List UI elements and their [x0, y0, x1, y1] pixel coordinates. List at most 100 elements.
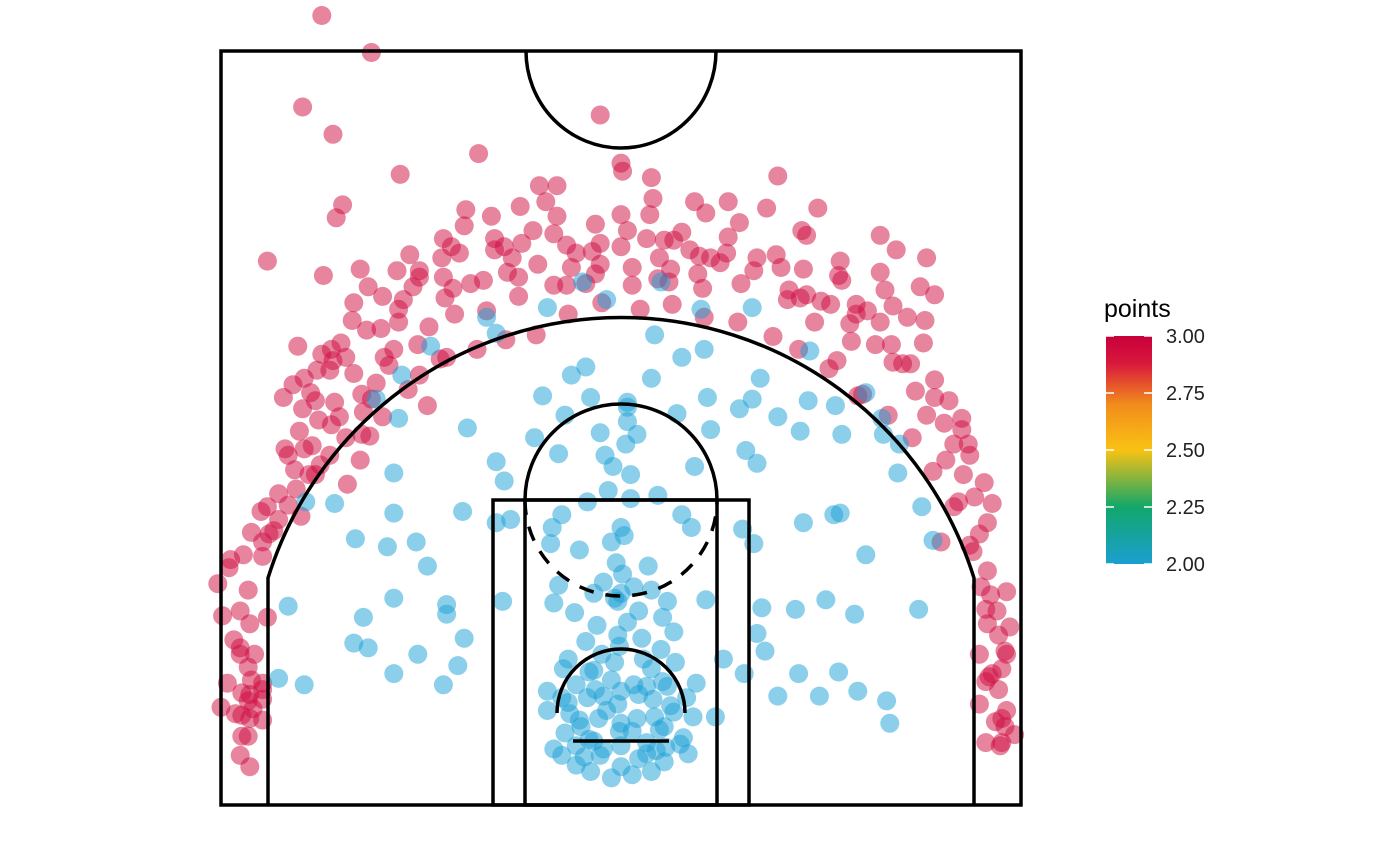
three-point-shot-229: [701, 248, 721, 268]
two-point-shot-122: [577, 492, 597, 512]
three-point-shot-269: [976, 599, 996, 619]
two-point-shot-29: [457, 418, 477, 438]
two-point-shot-88: [653, 607, 673, 627]
three-point-shot-19: [257, 251, 277, 271]
two-point-shot-21: [856, 383, 876, 403]
two-point-shot-86: [565, 603, 585, 623]
three-point-shot-114: [219, 558, 239, 578]
two-point-shot-92: [344, 633, 364, 653]
two-point-shot-205: [601, 532, 621, 552]
three-point-shot-58: [731, 274, 751, 294]
two-point-shot-66: [793, 513, 813, 533]
three-point-shot-273: [757, 198, 777, 218]
three-point-shot-50: [445, 304, 465, 324]
two-point-shot-211: [553, 659, 573, 679]
three-point-shot-106: [373, 407, 393, 427]
three-point-shot-5: [469, 144, 489, 164]
three-point-shot-187: [622, 258, 642, 277]
three-point-shot-180: [821, 294, 841, 314]
two-point-shot-192: [611, 713, 631, 733]
two-point-shot-34: [525, 428, 545, 448]
three-point-shot-236: [883, 352, 903, 372]
three-point-shot-289: [294, 368, 314, 388]
three-point-shot-178: [841, 331, 861, 351]
three-point-shot-62: [288, 336, 308, 356]
three-point-shot-190: [523, 221, 543, 241]
three-point-shot-52: [509, 286, 529, 306]
three-point-shot-261: [870, 225, 890, 245]
three-point-shot-287: [409, 261, 429, 281]
three-point-shot-76: [728, 312, 748, 332]
two-point-shot-150: [537, 701, 557, 720]
two-point-shot-16: [561, 365, 581, 385]
two-point-shot-200: [574, 747, 594, 767]
two-point-shot-109: [880, 713, 900, 733]
two-point-shot-136: [609, 636, 629, 656]
two-point-shot-114: [533, 386, 553, 406]
two-point-shot-24: [798, 391, 818, 411]
two-point-shot-11: [672, 347, 692, 367]
two-point-shot-104: [294, 675, 314, 695]
three-point-shot-83: [923, 461, 943, 481]
two-point-shot-60: [345, 529, 365, 549]
three-point-shot-274: [536, 192, 556, 212]
two-point-shot-174: [641, 762, 661, 781]
three-point-shot-31: [528, 254, 548, 274]
three-point-shot-60: [805, 312, 825, 332]
two-point-shot-74: [384, 588, 404, 608]
three-point-shot-279: [557, 275, 577, 295]
three-point-shot-115: [253, 546, 273, 566]
two-point-shot-9: [694, 339, 714, 359]
three-point-shot-49: [419, 317, 439, 337]
three-point-shot-256: [729, 213, 749, 233]
three-point-shot-149: [976, 733, 996, 753]
two-point-shot-80: [752, 598, 772, 618]
colorbar-tick-label-3: 2.25: [1166, 497, 1205, 519]
three-point-shot-26: [344, 293, 364, 313]
three-point-shot-108: [269, 484, 289, 504]
three-point-shot-0: [312, 6, 332, 25]
three-point-shot-185: [680, 240, 700, 260]
two-point-shot-178: [661, 696, 681, 716]
three-point-shot-165: [953, 465, 973, 485]
two-point-shot-119: [621, 465, 641, 485]
three-point-shot-211: [301, 383, 321, 403]
two-point-shot-69: [541, 534, 561, 554]
three-point-shot-220: [473, 270, 493, 290]
three-point-shot-141: [225, 704, 245, 724]
three-point-shot-18: [387, 261, 407, 281]
three-point-shot-113: [208, 574, 228, 594]
three-point-shot-291: [253, 532, 273, 552]
three-point-shot-258: [830, 251, 850, 271]
two-point-shot-182: [653, 672, 673, 692]
three-point-shot-179: [827, 351, 847, 371]
two-point-shot-124: [569, 540, 589, 560]
two-point-shot-151: [683, 707, 703, 727]
two-point-shot-138: [665, 652, 685, 672]
two-point-shot-59: [923, 530, 943, 550]
three-point-shot-209: [309, 410, 329, 430]
two-point-shot-49: [325, 494, 345, 513]
two-point-shot-102: [829, 662, 849, 682]
three-point-shot-173: [905, 381, 925, 401]
two-point-shot-10: [421, 336, 441, 356]
two-point-shot-193: [569, 710, 589, 730]
two-point-shot-4: [691, 299, 711, 319]
three-point-shot-10: [768, 166, 788, 186]
three-point-shot-262: [808, 198, 828, 218]
three-point-shot-253: [510, 197, 530, 216]
three-point-shot-17: [529, 176, 549, 196]
three-point-shot-296: [512, 233, 532, 253]
three-point-shot-270: [958, 434, 978, 454]
three-point-shot-271: [917, 405, 937, 425]
two-point-shot-118: [603, 457, 623, 476]
two-point-shot-201: [646, 741, 666, 761]
two-point-shot-0: [573, 272, 593, 292]
two-point-shot-209: [549, 575, 569, 595]
two-point-shot-67: [824, 505, 844, 525]
three-point-shot-163: [982, 494, 1002, 513]
colorbar-tick-label-2: 2.50: [1166, 440, 1205, 462]
two-point-shot-52: [501, 510, 521, 529]
